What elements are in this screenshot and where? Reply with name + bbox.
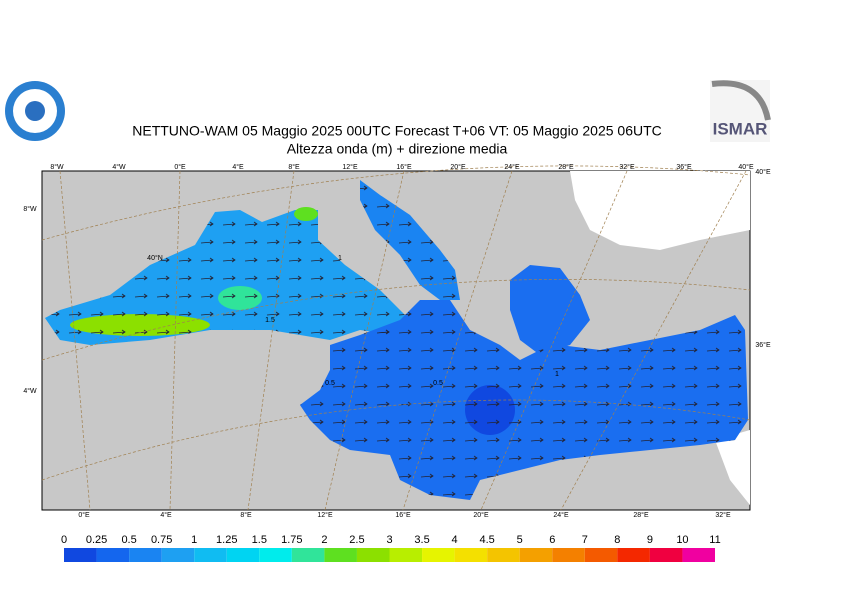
colorbar-swatch (422, 548, 455, 562)
lon-label: 24°E (504, 163, 520, 171)
lon-label: 8°E (240, 511, 252, 519)
colorbar-swatch (519, 548, 553, 562)
contour-label: 1 (338, 255, 342, 262)
colorbar-label: 3 (386, 534, 392, 546)
colorbar-label: 0.5 (121, 534, 136, 546)
colorbar-label: 0 (61, 534, 67, 546)
colorbar-label: 0.25 (86, 534, 107, 546)
lon-label: 8°E (288, 163, 300, 171)
colorbar-swatch (324, 548, 357, 562)
colorbar-swatch (356, 548, 390, 562)
colorbar-swatch (389, 548, 423, 562)
colorbar-label: 6 (549, 534, 555, 546)
colorbar-label: 3.5 (414, 534, 429, 546)
colorbar-swatch (552, 548, 585, 562)
colorbar-label: 10 (676, 534, 688, 546)
colorbar-swatch (161, 548, 195, 562)
lon-label: 4°W (112, 163, 126, 171)
colorbar-swatch (64, 548, 97, 562)
colorbar-label: 5 (517, 534, 523, 546)
lon-label: 40°E (738, 163, 754, 171)
lon-label: 32°E (715, 511, 731, 519)
colorbar-swatch (649, 548, 683, 562)
colorbar-swatch (194, 548, 227, 562)
colorbar-label: 8 (614, 534, 620, 546)
colorbar-swatch (617, 548, 650, 562)
graticule (41, 165, 751, 511)
colorbar-swatch (487, 548, 520, 562)
logo-right: ISMAR (710, 80, 771, 142)
contour-label: 0.5 (325, 380, 335, 387)
lon-label: 0°E (174, 163, 186, 171)
lon-label: 28°E (558, 163, 574, 171)
colorbar-label: 2 (321, 534, 327, 546)
colorbar-label: 4 (452, 534, 458, 546)
colorbar-label: 11 (709, 534, 720, 546)
colorbar-label: 0.75 (151, 534, 172, 546)
lon-label: 16°E (396, 163, 412, 171)
lon-label: 0°E (78, 511, 90, 519)
lat-label: 40°E (755, 168, 771, 176)
lon-label: 12°E (342, 163, 358, 171)
colorbar-swatch (291, 548, 325, 562)
title: NETTUNO-WAM 05 Maggio 2025 00UTC Forecas… (132, 123, 662, 139)
contour-label: 1 (555, 371, 559, 378)
lon-label: 16°E (395, 511, 411, 519)
subtitle: Altezza onda (m) + direzione media (287, 141, 508, 157)
colorbar-swatch (454, 548, 488, 562)
map (41, 165, 751, 511)
colorbar-label: 1.75 (281, 534, 302, 546)
lat-label: 40°N (147, 254, 163, 262)
logo-left (5, 81, 65, 141)
lon-label: 24°E (553, 511, 569, 519)
contour-label: 1.5 (265, 317, 275, 324)
colorbar-swatch (96, 548, 130, 562)
contour-label: 0.5 (433, 380, 443, 387)
lon-label: 12°E (317, 511, 333, 519)
lon-label: 20°E (473, 511, 489, 519)
lon-label: 4°E (160, 511, 172, 519)
colorbar-label: 1 (191, 534, 197, 546)
colorbar-swatch (226, 548, 260, 562)
lon-label: 36°E (676, 163, 692, 171)
colorbar-label: 1.25 (216, 534, 237, 546)
colorbar-label: 4.5 (480, 534, 495, 546)
colorbar-swatch (129, 548, 162, 562)
colorbar-label: 1.5 (252, 534, 267, 546)
lat-label: 4°W (23, 387, 37, 395)
land-mask (570, 171, 750, 250)
lon-label: 28°E (633, 511, 649, 519)
logo-text: ISMAR (713, 119, 768, 138)
land-mask (715, 430, 750, 505)
colorbar-swatch (682, 548, 715, 562)
lon-label: 32°E (619, 163, 635, 171)
lat-label: 8°W (23, 205, 37, 213)
colorbar-swatch (584, 548, 618, 562)
lon-label: 4°E (232, 163, 244, 171)
colorbar-swatch (259, 548, 292, 562)
lat-label: 36°E (755, 341, 771, 349)
colorbar-label: 2.5 (349, 534, 364, 546)
colorbar-label: 7 (582, 534, 588, 546)
lon-label: 8°W (50, 163, 64, 171)
colorbar-label: 9 (647, 534, 653, 546)
lon-label: 20°E (450, 163, 466, 171)
